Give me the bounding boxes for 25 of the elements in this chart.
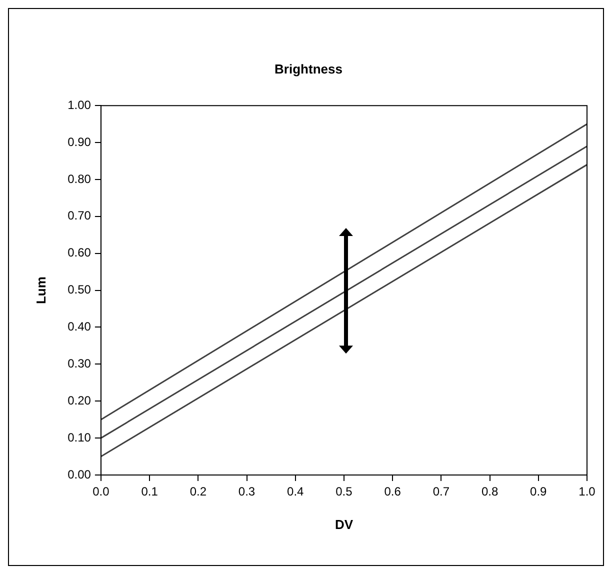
x-tick-label: 0.9 [530, 484, 548, 499]
y-tick-label: 0.90 [68, 134, 92, 149]
y-tick-label: 0.20 [68, 393, 92, 408]
x-tick-label: 0.5 [336, 484, 353, 499]
y-tick-label: 0.60 [68, 246, 92, 260]
y-tick-label: 0.30 [68, 356, 92, 370]
y-tick-label: 0.80 [68, 172, 92, 186]
x-tick-label: 0.3 [238, 484, 256, 499]
y-tick-label: 0.40 [68, 320, 92, 334]
x-tick-label: 1.0 [578, 484, 596, 499]
x-tick-label: 0.7 [432, 484, 450, 499]
x-tick-label: 0.2 [190, 484, 207, 499]
x-tick-label: 0.1 [141, 484, 158, 499]
x-tick-label: 0.8 [481, 484, 498, 499]
y-tick-label: 0.10 [68, 430, 92, 444]
y-axis-title: Lum [33, 276, 48, 304]
y-tick-label: 0.50 [68, 282, 92, 297]
x-tick-label: 0.0 [92, 484, 110, 499]
chart-title: Brightness [274, 61, 342, 76]
x-tick-label: 0.4 [287, 484, 304, 499]
y-tick-label: 0.70 [68, 208, 92, 223]
x-axis-title: DV [334, 516, 354, 532]
y-tick-label: 0.00 [68, 467, 92, 482]
x-tick-label: 0.6 [384, 484, 402, 499]
y-tick-label: 1.00 [68, 98, 92, 112]
